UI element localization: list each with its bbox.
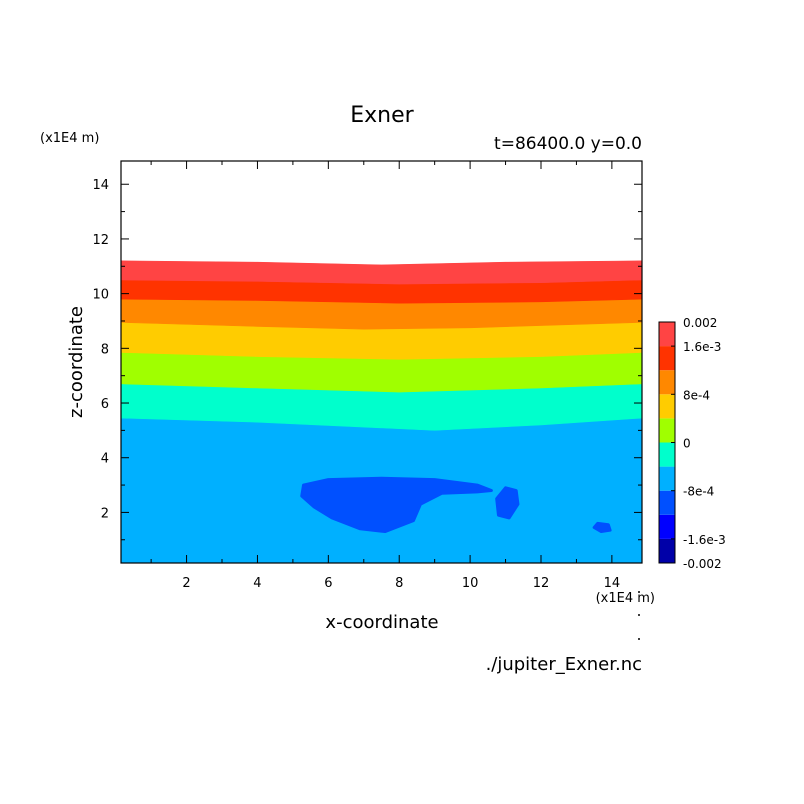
chart-subtitle: t=86400.0 y=0.0 [494, 134, 642, 154]
chart-title: Exner [350, 103, 414, 128]
colorbar-cells [659, 322, 675, 563]
contour-patches [300, 476, 612, 534]
y-tick-label: 8 [101, 342, 109, 357]
y-axis-label: z-coordinate [66, 306, 87, 418]
footer-dots [638, 591, 640, 640]
contour-band [120, 298, 643, 330]
colorbar: 0.002 1.6e-3 8e-4 0 -8e-4 -1.6e-3 -0.002 [658, 316, 726, 571]
y-unit-label: (x1E4 m) [40, 131, 99, 146]
y-tick-label: 2 [101, 506, 109, 521]
x-tick-label: 12 [533, 576, 550, 591]
x-tick-label: 4 [253, 576, 261, 591]
contour-patch [592, 521, 612, 534]
colorbar-tick-label: -1.6e-3 [683, 533, 726, 547]
x-tick-label: 6 [324, 576, 332, 591]
colorbar-tick-label: -8e-4 [683, 485, 714, 499]
colorbar-cell [659, 418, 675, 443]
x-tick-label: 14 [604, 576, 621, 591]
y-tick-label: 10 [92, 288, 109, 303]
colorbar-cell [659, 346, 675, 371]
colorbar-cell [659, 466, 675, 491]
x-unit-label: (x1E4 m) [596, 591, 655, 606]
colorbar-cell [659, 538, 675, 563]
contour-bands [120, 260, 643, 564]
x-tick-label: 10 [462, 576, 479, 591]
colorbar-cell [659, 514, 675, 539]
plot-frame [120, 160, 643, 564]
contour-patch [300, 476, 493, 534]
colorbar-cell [659, 322, 675, 347]
x-tick-label: 8 [395, 576, 403, 591]
plot-area: 2 4 6 8 10 12 14 2 4 6 8 10 12 14 [92, 160, 643, 591]
colorbar-labels: 0.002 1.6e-3 8e-4 0 -8e-4 -1.6e-3 -0.002 [671, 316, 726, 571]
file-footer: ./jupiter_Exner.nc [486, 654, 642, 675]
colorbar-tick-label: 8e-4 [683, 388, 710, 402]
axis-ticks: 2 4 6 8 10 12 14 2 4 6 8 10 12 14 [92, 161, 642, 591]
contour-patch [495, 486, 520, 520]
y-tick-label: 14 [92, 178, 109, 193]
colorbar-cell [659, 370, 675, 395]
colorbar-cell [659, 490, 675, 515]
colorbar-tick-label: -0.002 [683, 557, 722, 571]
x-axis-label: x-coordinate [325, 612, 438, 633]
x-tick-label: 2 [182, 576, 190, 591]
colorbar-tick-label: 1.6e-3 [683, 340, 721, 354]
colorbar-cell [659, 442, 675, 467]
y-tick-label: 12 [92, 233, 109, 248]
colorbar-tick-label: 0.002 [683, 316, 717, 330]
colorbar-cell [659, 394, 675, 419]
y-tick-label: 4 [101, 452, 109, 467]
y-tick-label: 6 [101, 397, 109, 412]
colorbar-tick-label: 0 [683, 437, 691, 451]
